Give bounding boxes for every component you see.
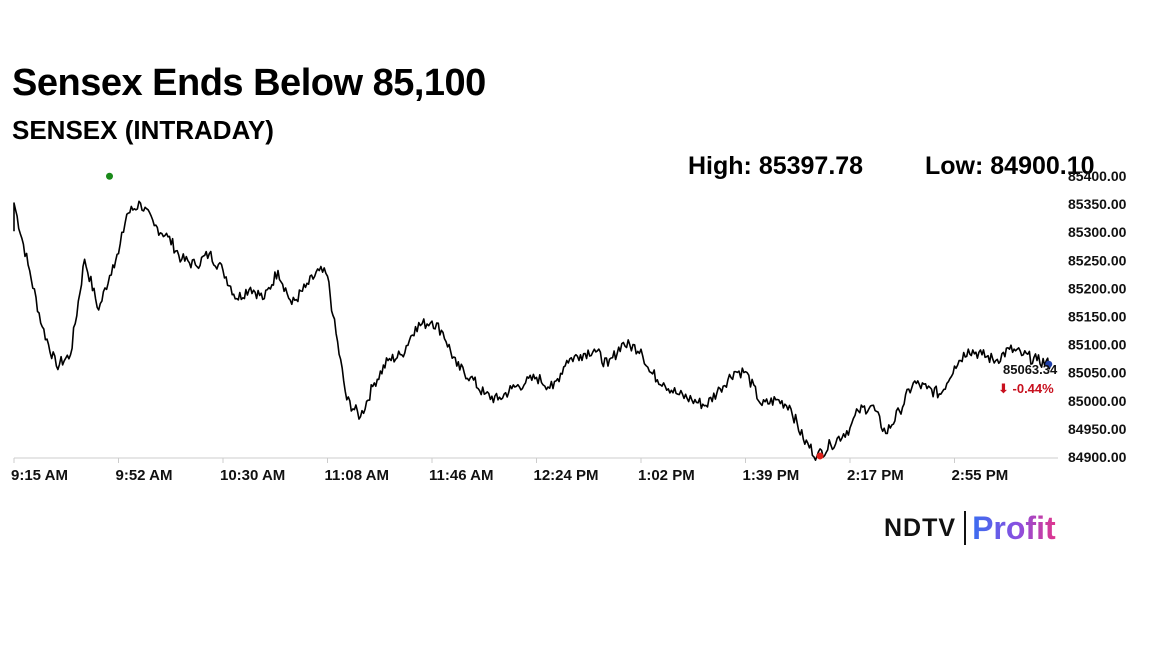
x-tick-label: 2:17 PM [847,467,904,484]
x-tick-label: 11:08 AM [325,467,389,484]
y-tick-label: 85300.00 [1068,224,1127,240]
x-tick-label: 10:30 AM [220,467,285,484]
y-tick-label: 84950.00 [1068,421,1127,437]
x-tick-label: 11:46 AM [429,467,493,484]
brand-ndtv: NDTV [884,513,957,542]
x-tick-label: 9:52 AM [116,467,173,484]
y-tick-label: 85150.00 [1068,309,1127,325]
high-marker [106,172,113,180]
y-tick-label: 85250.00 [1068,252,1127,268]
x-tick-label: 12:24 PM [534,467,599,484]
low-marker [816,452,824,460]
chart-title: Sensex Ends Below 85,100 [12,62,486,104]
high-stat: High: 85397.78 [688,152,864,180]
x-tick-label: 2:55 PM [952,467,1009,484]
y-tick-label: 85100.00 [1068,337,1127,353]
x-tick-label: 1:02 PM [638,467,695,484]
sensex-price-line [13,200,1052,461]
last-value-label: 85063.34 [1003,362,1058,377]
y-tick-label: 85050.00 [1068,365,1127,381]
ndtv-profit-logo: NDTV Profit [884,508,1056,548]
y-tick-label: 85000.00 [1068,393,1127,409]
x-tick-label: 1:39 PM [743,467,800,484]
brand-profit: Profit [972,509,1056,546]
brand-divider [964,511,967,545]
chart-subtitle: SENSEX (INTRADAY) [12,115,274,145]
x-tick-label: 9:15 AM [11,467,68,484]
y-tick-label: 85350.00 [1068,196,1127,212]
y-tick-label: 85200.00 [1068,280,1127,296]
y-tick-label: 84900.00 [1068,449,1127,465]
y-tick-label: 85400.00 [1068,168,1127,184]
low-stat: Low: 84900.10 [925,152,1095,180]
last-value-marker [1045,360,1053,368]
change-percent-label: ⬇ -0.44% [998,381,1054,396]
